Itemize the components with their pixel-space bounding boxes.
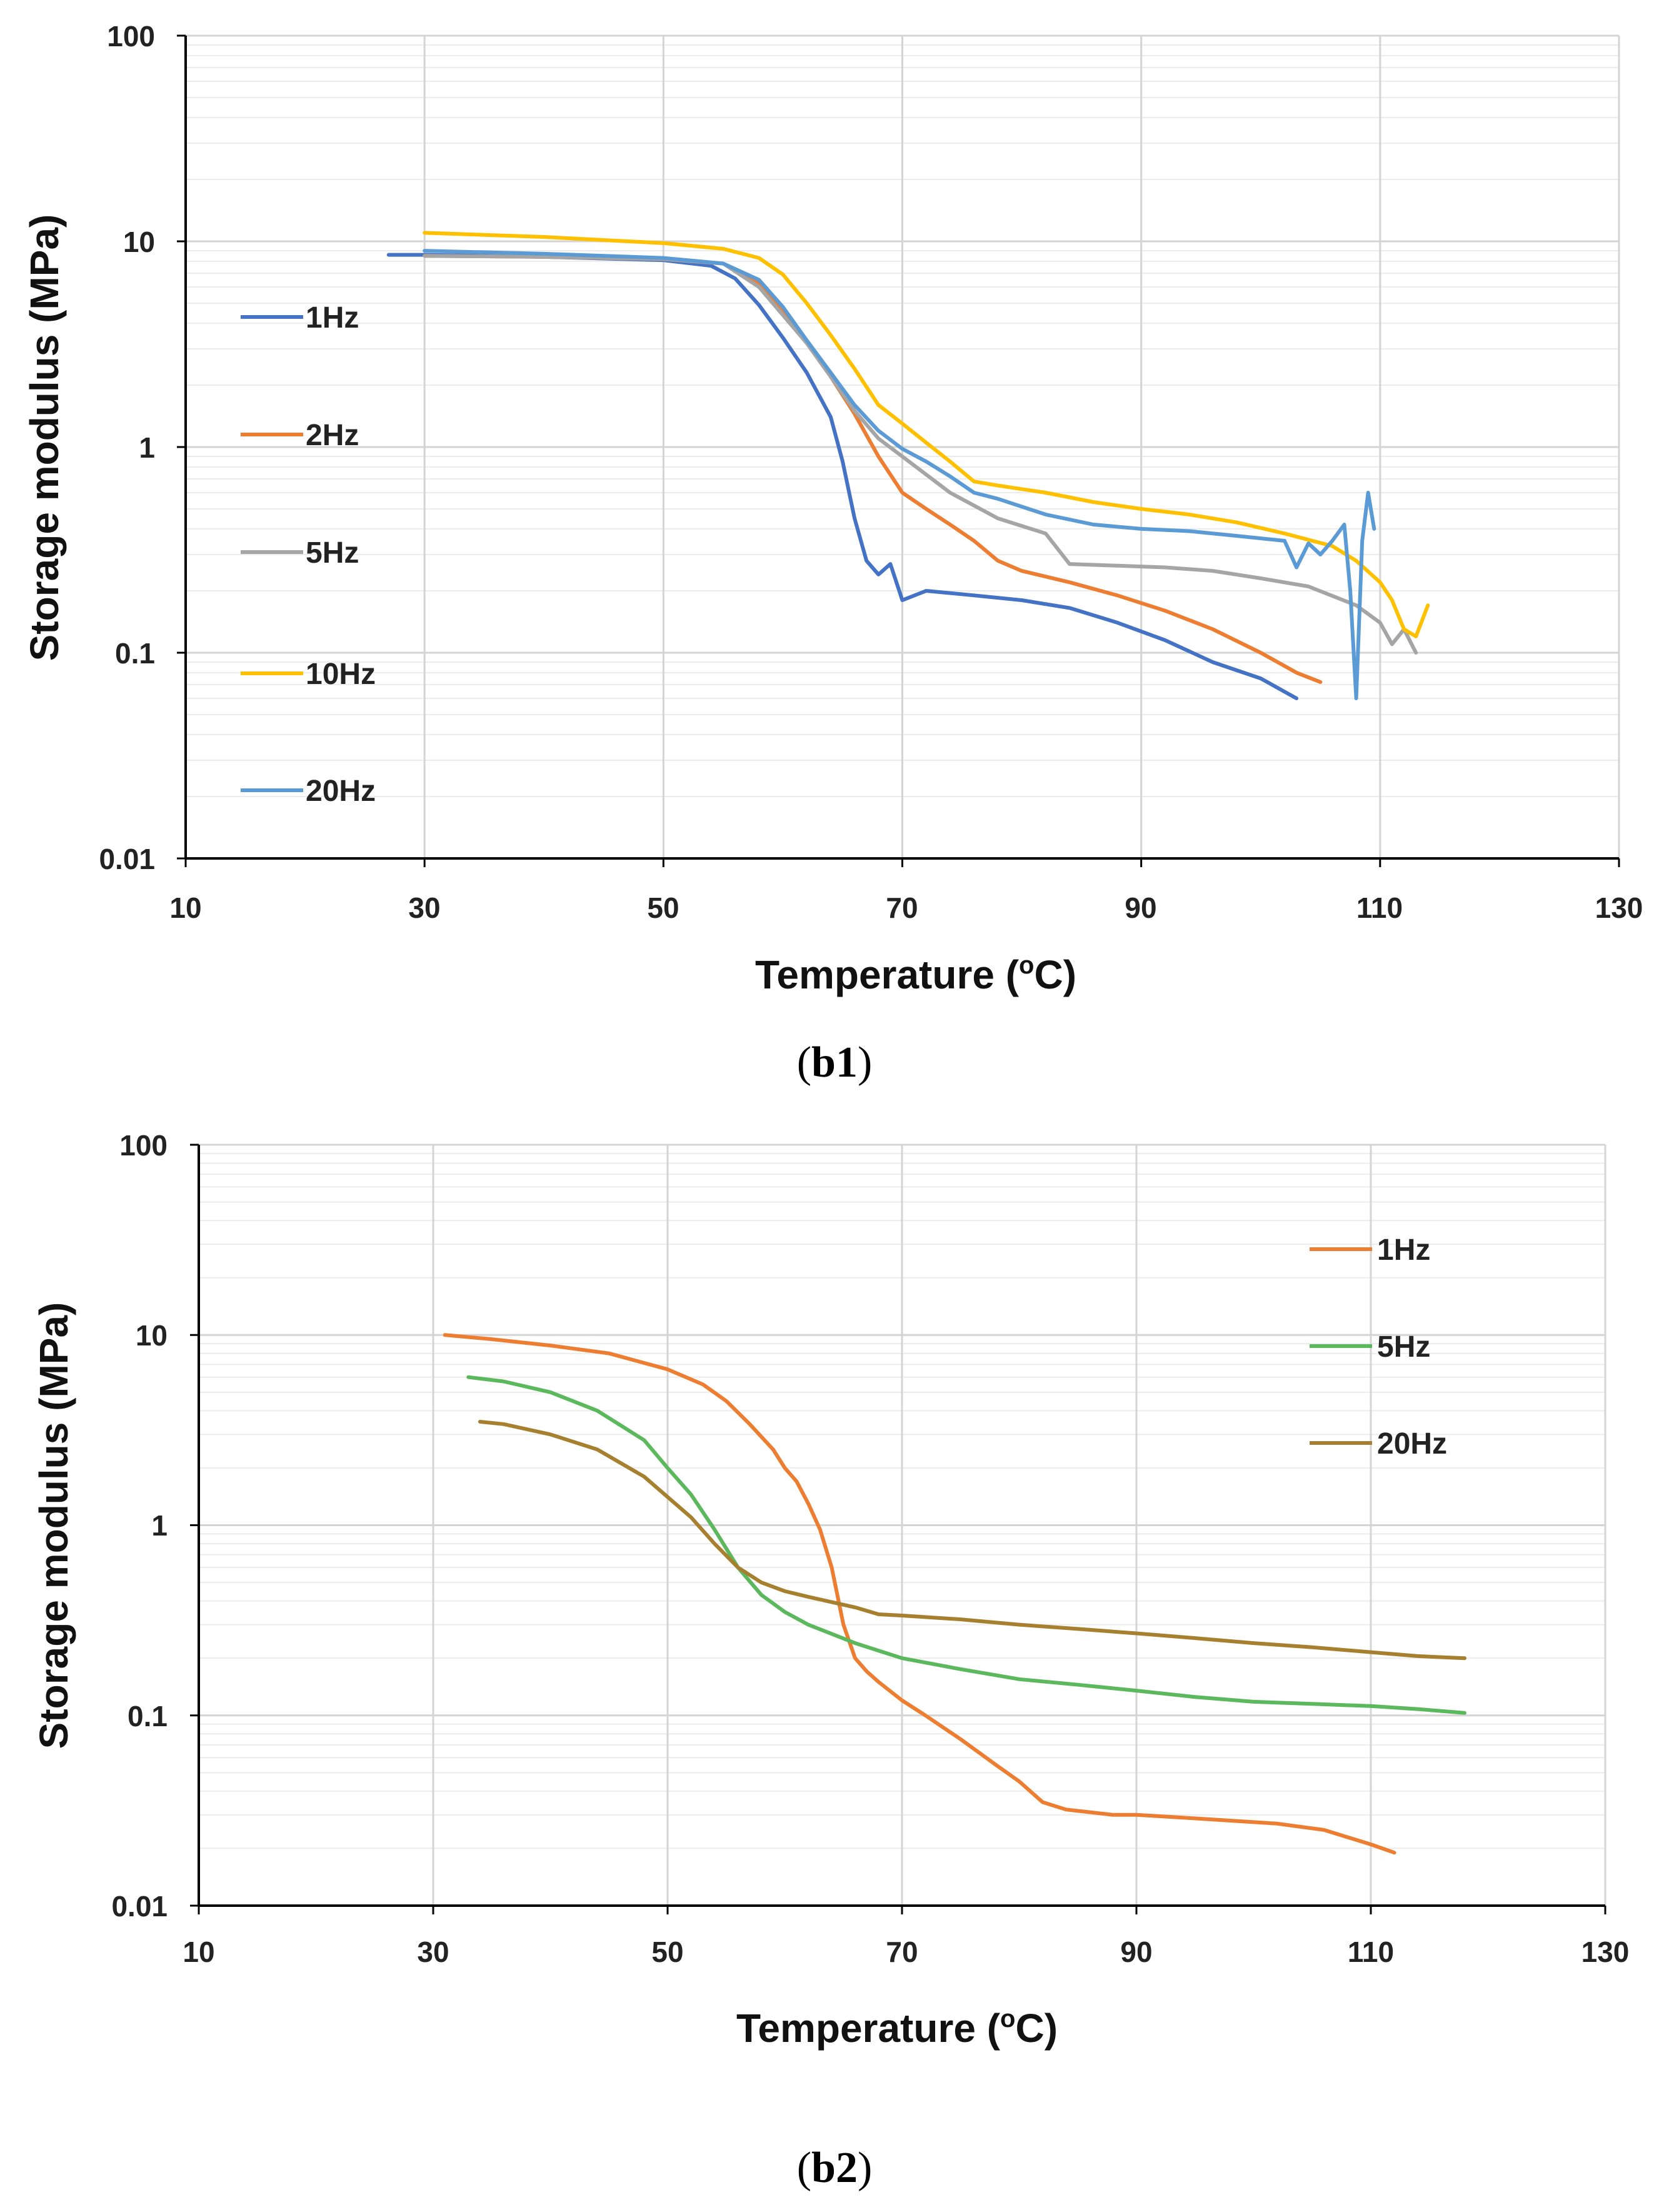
x-tick-label: 110 [1348, 1936, 1394, 1968]
y-tick-label: 0.1 [128, 1700, 168, 1732]
series-line-1hz [443, 1333, 1396, 1855]
series-group-b2 [443, 1333, 1466, 1855]
y-axis-title-b1: Storage modulus (MPa) [22, 214, 67, 661]
x-axis-title-unit: C) [1034, 952, 1076, 997]
x-tick-label: 110 [1356, 892, 1403, 924]
series-line-20hz [423, 249, 1376, 700]
legend-label-5hz: 5Hz [1377, 1330, 1430, 1364]
x-tick-label: 50 [647, 892, 679, 924]
legend-b1: 1Hz 2Hz 5Hz 10Hz 20Hz [241, 301, 376, 808]
y-tick-label: 1 [139, 431, 155, 464]
y-tick-label: 100 [107, 20, 155, 53]
axis-ticks-b1 [177, 34, 1620, 867]
x-axis-title-sup: o [1019, 952, 1034, 979]
y-tick-label: 100 [119, 1129, 168, 1162]
legend-b2: 1Hz 5Hz 20Hz [1310, 1234, 1447, 1460]
y-tick-label: 1 [151, 1509, 168, 1542]
y-tick-label: 10 [123, 226, 155, 258]
series-line-5hz [466, 1375, 1466, 1715]
x-tick-label: 10 [183, 1936, 214, 1968]
legend-label-20hz: 20Hz [1377, 1427, 1447, 1460]
caption-b1-text: b1 [811, 1038, 858, 1087]
x-axis-title-unit: C) [1015, 2006, 1058, 2051]
x-axis-title-sup: o [1000, 2005, 1015, 2033]
y-axis-title-b2: Storage modulus (MPa) [31, 1302, 76, 1749]
x-tick-label: 130 [1581, 1936, 1630, 1968]
series-line-20hz [478, 1420, 1466, 1661]
legend-label-1hz: 1Hz [1377, 1234, 1430, 1267]
series-line-2hz [423, 254, 1323, 684]
y-tick-label: 10 [136, 1319, 168, 1352]
y-tick-label: 0.01 [111, 1890, 168, 1923]
x-tick-label: 70 [886, 892, 918, 924]
x-axis-title-text: Temperature ( [755, 952, 1020, 997]
legend-label-1hz: 1Hz [306, 301, 359, 334]
series-line-1hz [386, 253, 1299, 700]
x-tick-label: 50 [651, 1936, 683, 1968]
legend-label-10hz: 10Hz [306, 658, 376, 691]
axis-ticks-b2 [190, 1144, 1606, 1914]
x-tick-label: 30 [417, 1936, 449, 1968]
x-tick-label: 30 [408, 892, 440, 924]
legend-label-2hz: 2Hz [306, 419, 359, 452]
x-tick-label: 70 [886, 1936, 918, 1968]
series-group-b1 [386, 231, 1430, 700]
series-line-10hz [423, 231, 1430, 638]
chart-b1: 100 10 1 0.1 0.01 10 30 50 70 90 110 130… [22, 20, 1643, 997]
caption-b1: (b1) [797, 1038, 873, 1087]
x-axis-title-b2: Temperature (oC) [736, 2005, 1058, 2051]
legend-label-20hz: 20Hz [306, 775, 376, 808]
y-tick-label: 0.01 [99, 843, 155, 875]
legend-label-5hz: 5Hz [306, 536, 359, 570]
x-tick-label: 130 [1595, 892, 1643, 924]
caption-b2: (b2) [797, 2144, 873, 2192]
x-tick-label: 10 [169, 892, 201, 924]
x-tick-label: 90 [1120, 1936, 1152, 1968]
x-axis-title-text: Temperature ( [736, 2006, 1001, 2051]
x-axis-title-b1: Temperature (oC) [755, 952, 1076, 997]
y-tick-label: 0.1 [115, 637, 155, 670]
chart-b2: 100 10 1 0.1 0.01 10 30 50 70 90 110 130… [31, 1129, 1629, 2051]
caption-b2-text: b2 [811, 2144, 858, 2192]
x-tick-label: 90 [1125, 892, 1156, 924]
